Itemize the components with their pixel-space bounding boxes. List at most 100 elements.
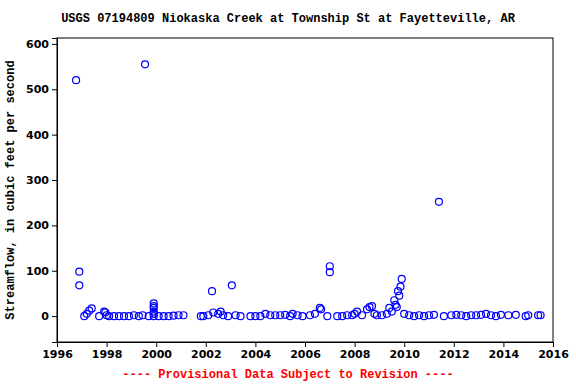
x-tick-label: 2006: [290, 348, 321, 361]
data-point: [289, 310, 296, 317]
y-tick-mark: [52, 225, 57, 226]
x-tick: 2008: [340, 342, 371, 361]
x-tick-mark: [553, 342, 554, 347]
x-tick-label: 2010: [389, 348, 420, 361]
data-point: [282, 311, 289, 318]
data-point: [142, 61, 149, 68]
x-tick: 2012: [439, 342, 470, 361]
x-tick-label: 2016: [538, 348, 569, 361]
points: [73, 61, 545, 320]
data-point: [354, 308, 361, 315]
plot-frame: [57, 38, 553, 342]
data-point: [299, 313, 306, 320]
x-tick-label: 2002: [191, 348, 222, 361]
data-point: [73, 77, 80, 84]
y-tick: 100: [26, 265, 57, 278]
data-point: [225, 313, 232, 320]
data-point: [306, 312, 313, 319]
data-point: [401, 310, 408, 317]
y-axis-line: [52, 39, 58, 343]
y-tick-label: 200: [26, 219, 49, 232]
x-axis: 1996 1998 2000 2002 2004 2006 2008 2010 2012 2014…: [42, 342, 569, 361]
y-tick-label: 500: [26, 83, 49, 96]
x-axis-line: [58, 343, 554, 348]
data-point: [228, 282, 235, 289]
x-tick-mark: [355, 342, 356, 347]
x-tick-label: 2012: [439, 348, 470, 361]
x-tick-label: 2004: [241, 348, 272, 361]
y-axis-title: Streamflow, in cubic feet per second: [4, 60, 18, 319]
y-tick-mark: [52, 316, 57, 317]
data-point: [180, 312, 187, 319]
data-point: [326, 269, 333, 276]
y-tick: 300: [26, 174, 57, 187]
y-tick: 500: [26, 83, 57, 96]
data-point: [483, 310, 490, 317]
data-point: [537, 312, 544, 319]
data-point: [435, 198, 442, 205]
data-point: [378, 312, 385, 319]
x-tick-label: 1996: [42, 348, 73, 361]
data-point: [396, 292, 403, 299]
x-tick-mark: [404, 342, 405, 347]
data-point: [492, 313, 499, 320]
x-tick-label: 2014: [489, 348, 520, 361]
x-tick-label: 1998: [92, 348, 123, 361]
x-tick: 2002: [191, 342, 222, 361]
data-point: [368, 303, 375, 310]
data-point: [262, 310, 269, 317]
data-point: [430, 311, 437, 318]
annotation: ---- Provisional Data Subject to Revisio…: [122, 368, 453, 382]
x-tick-mark: [206, 342, 207, 347]
y-tick-mark: [52, 44, 57, 45]
x-tick: 2000: [141, 342, 172, 361]
x-tick-mark: [503, 342, 504, 347]
y-tick-label: 600: [26, 38, 49, 51]
data-point: [210, 309, 217, 316]
data-point: [209, 288, 216, 295]
data-point: [311, 310, 318, 317]
y-axis: 0 100 200 300 400 500 600: [26, 38, 57, 343]
data-point: [76, 282, 83, 289]
y-tick-label: 0: [41, 310, 49, 323]
x-tick: 2006: [290, 342, 321, 361]
y-tick-mark: [52, 89, 57, 90]
data-point: [393, 304, 400, 311]
y-tick: 400: [26, 129, 57, 142]
data-point: [512, 311, 519, 318]
data-point: [318, 306, 325, 313]
x-tick-mark: [107, 342, 108, 347]
x-tick: 2016: [538, 342, 569, 361]
data-point: [505, 312, 512, 319]
x-tick-mark: [255, 342, 256, 347]
x-tick-mark: [454, 342, 455, 347]
data-point: [525, 312, 532, 319]
y-tick-label: 300: [26, 174, 49, 187]
x-tick-mark: [305, 342, 306, 347]
x-tick: 2004: [241, 342, 272, 361]
data-point: [397, 283, 404, 290]
data-point: [359, 312, 366, 319]
x-tick: 1996: [42, 342, 73, 361]
x-tick-label: 2008: [340, 348, 371, 361]
y-tick: 600: [26, 38, 57, 51]
data-point: [237, 313, 244, 320]
x-tick-label: 2000: [141, 348, 172, 361]
x-tick: 2010: [389, 342, 420, 361]
x-tick: 1998: [92, 342, 123, 361]
y-tick: 0: [41, 310, 57, 323]
y-tick-label: 400: [26, 129, 49, 142]
title: USGS 07194809 Niokaska Creek at Township…: [61, 12, 515, 26]
y-tick-mark: [52, 180, 57, 181]
y-tick: 200: [26, 219, 57, 232]
x-tick: 2014: [489, 342, 520, 361]
data-point: [76, 268, 83, 275]
data-point: [398, 275, 405, 282]
chart: 1996199820002002200420062008201020122014…: [0, 0, 576, 384]
data-point: [324, 313, 331, 320]
data-point: [497, 311, 504, 318]
data-point: [88, 305, 95, 312]
data-point: [440, 313, 447, 320]
y-tick-mark: [52, 271, 57, 272]
y-tick-label: 100: [26, 265, 49, 278]
